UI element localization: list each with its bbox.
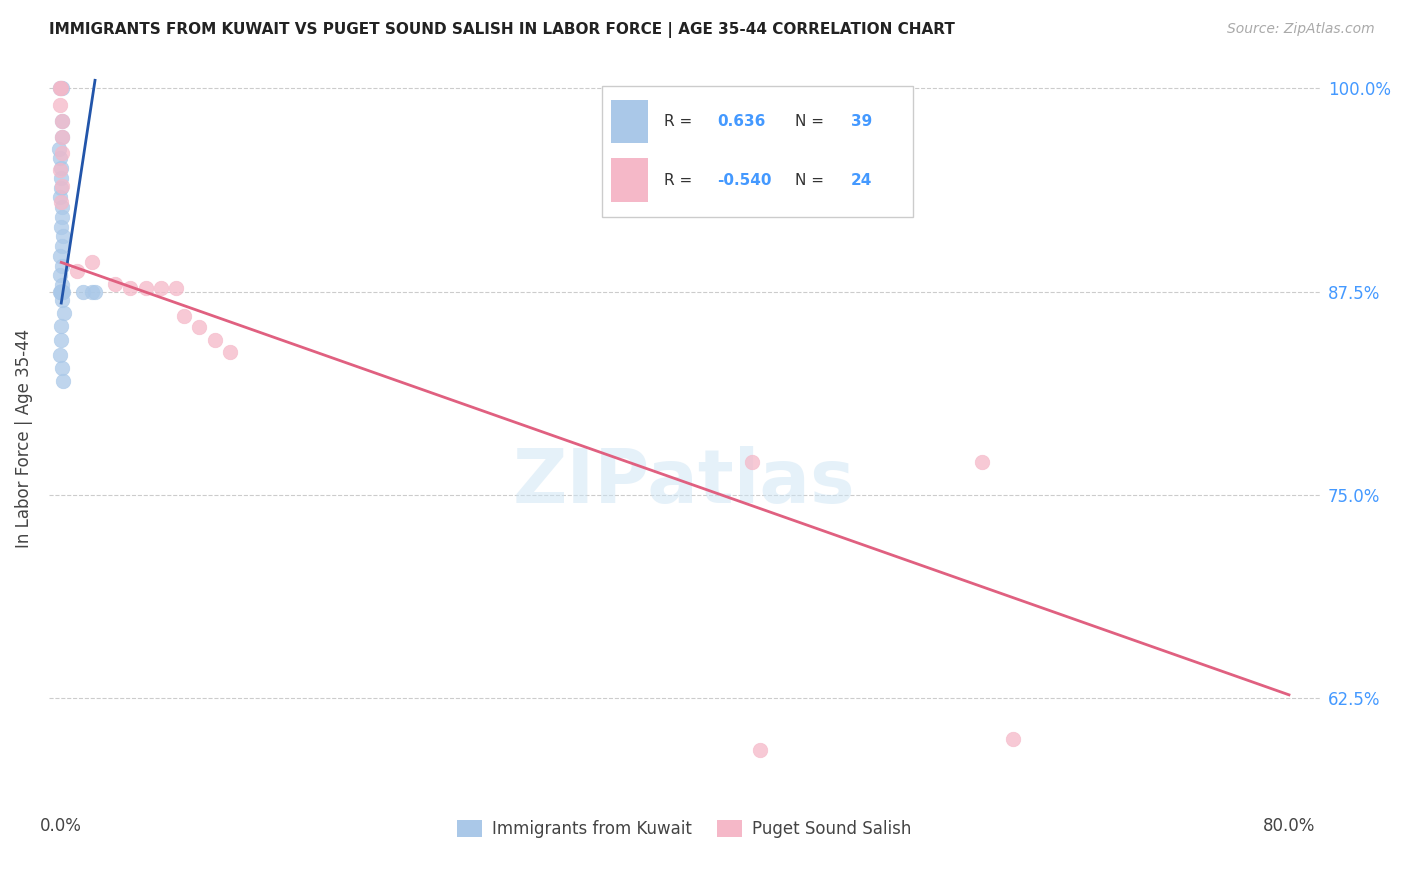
Point [49,81,72,95]
Point [970,455,993,469]
Point [51,210,73,224]
Point [1001,731,1024,746]
Point [51,239,73,253]
Text: ZIPatlas: ZIPatlas [513,446,856,519]
Text: Source: ZipAtlas.com: Source: ZipAtlas.com [1227,22,1375,37]
Point [51,146,73,161]
Point [84,285,107,299]
Legend: Immigrants from Kuwait, Puget Sound Salish: Immigrants from Kuwait, Puget Sound Sali… [450,814,918,845]
Point [49,249,72,263]
Point [51,285,73,299]
Point [49,285,72,299]
Point [135,281,157,295]
Point [51,180,73,194]
Point [51,195,73,210]
Point [49,81,72,95]
Point [49,97,72,112]
Point [51,130,73,145]
Point [204,334,226,348]
Point [150,281,173,295]
Point [51,285,73,299]
Point [51,259,73,273]
Point [51,114,73,128]
Point [188,320,211,334]
Point [51,200,73,214]
Point [51,278,73,293]
Y-axis label: In Labor Force | Age 35-44: In Labor Force | Age 35-44 [15,328,32,548]
Point [49,170,72,185]
Point [120,281,142,295]
Point [49,318,72,333]
Point [51,81,73,95]
Point [49,268,72,283]
Point [49,285,72,299]
Point [741,455,763,469]
Point [52,374,75,388]
Point [48,142,70,156]
Point [51,285,73,299]
Point [80,285,103,299]
Text: IMMIGRANTS FROM KUWAIT VS PUGET SOUND SALISH IN LABOR FORCE | AGE 35-44 CORRELAT: IMMIGRANTS FROM KUWAIT VS PUGET SOUND SA… [49,22,955,38]
Point [72,285,94,299]
Point [49,162,72,177]
Point [52,306,75,320]
Point [51,114,73,128]
Point [49,285,72,299]
Point [49,334,72,348]
Point [51,361,73,376]
Point [49,285,72,299]
Point [49,81,72,95]
Point [51,293,73,307]
Point [65,263,87,277]
Point [51,285,73,299]
Point [80,255,103,269]
Point [51,219,73,234]
Point [173,309,195,323]
Point [165,281,187,295]
Point [52,229,75,244]
Point [51,179,73,194]
Point [49,190,72,204]
Point [748,743,770,757]
Point [51,130,73,145]
Point [49,285,72,299]
Point [51,161,73,175]
Point [219,344,242,359]
Point [52,285,75,299]
Point [104,277,127,291]
Point [48,152,70,166]
Point [49,348,72,362]
